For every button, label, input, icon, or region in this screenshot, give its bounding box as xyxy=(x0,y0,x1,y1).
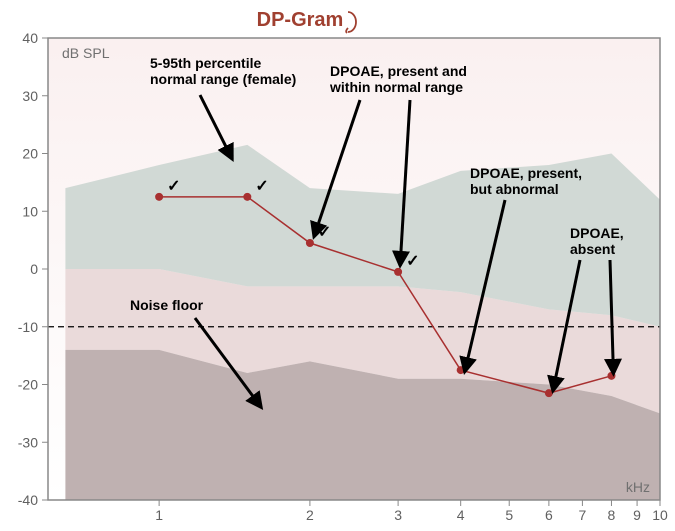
check-icon: ✓ xyxy=(318,224,331,241)
dp-gram-chart: -40 -30 -20 -10 0 10 20 30 40 1 2 3 4 5 6 7 8 9 10 ✓ ✓ ✓ ✓ DP-G… xyxy=(0,0,675,531)
y-tick: -40 xyxy=(18,492,38,508)
x-tick: 5 xyxy=(505,507,513,523)
y-tick: 30 xyxy=(22,88,38,104)
check-icon: ✓ xyxy=(167,178,180,195)
y-tick: 0 xyxy=(30,261,38,277)
x-tick: 8 xyxy=(608,507,616,523)
x-tick: 9 xyxy=(633,507,641,523)
y-tick: 40 xyxy=(22,30,38,46)
ann-noise-floor: Noise floor xyxy=(130,297,204,313)
dpoae-point xyxy=(155,193,163,201)
check-icon: ✓ xyxy=(255,178,268,195)
x-tick: 1 xyxy=(155,507,163,523)
x-tick: 3 xyxy=(394,507,402,523)
dpoae-point xyxy=(457,366,465,374)
y-tick: 20 xyxy=(22,146,38,162)
y-tick: -30 xyxy=(18,434,38,450)
ear-icon xyxy=(346,12,356,33)
x-tick: 10 xyxy=(652,507,668,523)
y-tick: -20 xyxy=(18,377,38,393)
x-tick: 7 xyxy=(579,507,587,523)
ann-present-normal: DPOAE, present andwithin normal range xyxy=(329,63,467,95)
x-axis-label: kHz xyxy=(626,479,650,495)
x-tick: 4 xyxy=(457,507,465,523)
dpoae-point xyxy=(243,193,251,201)
y-tick: -10 xyxy=(18,319,38,335)
chart-title: DP-Gram xyxy=(257,9,344,31)
check-icon: ✓ xyxy=(406,253,419,270)
x-tick: 2 xyxy=(306,507,314,523)
y-axis-label: dB SPL xyxy=(62,45,110,61)
y-tick: 10 xyxy=(22,203,38,219)
dpoae-point xyxy=(306,239,314,247)
dpoae-point xyxy=(394,268,402,276)
x-tick: 6 xyxy=(545,507,553,523)
